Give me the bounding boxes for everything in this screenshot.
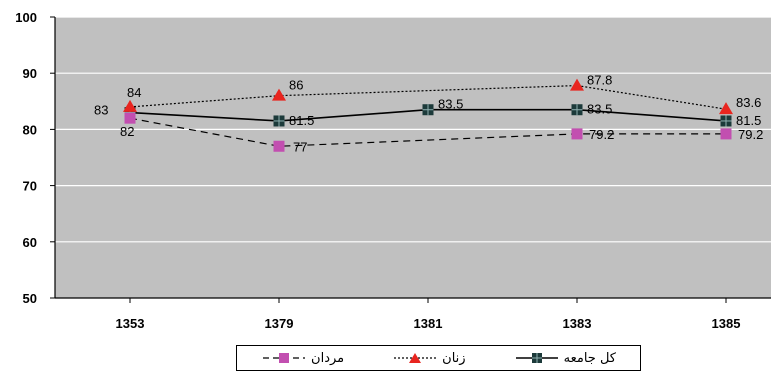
y-tick-label: 80	[23, 122, 37, 137]
x-tick-label: 1379	[265, 316, 294, 331]
y-axis-ticks: 50 60 70 80 90 100	[15, 10, 55, 306]
data-label: 81.5	[289, 113, 314, 128]
legend-item-men: مردان	[261, 351, 344, 366]
series-line-2	[129, 117, 726, 147]
legend-swatch-women	[392, 352, 438, 364]
data-label: 79.2	[738, 127, 763, 142]
data-label: 83.6	[736, 95, 761, 110]
x-tick-label: 1383	[563, 316, 592, 331]
data-label: 86	[289, 78, 303, 93]
y-tick-label: 50	[23, 291, 37, 306]
legend-item-total: کل جامعه	[514, 351, 616, 366]
data-label: 83.5	[438, 97, 463, 112]
data-labels: 83 81.5 83.5 83.5 81.5 84 86 87.8 83.6 82 77 79.2 79…	[94, 73, 763, 155]
legend: کل جامعه زنان مردان	[236, 345, 641, 371]
point-marker	[273, 140, 285, 152]
series-layer	[123, 78, 733, 152]
data-label: 79.2	[589, 127, 614, 142]
data-label: 81.5	[736, 113, 761, 128]
y-tick-label: 90	[23, 66, 37, 81]
legend-label-men: مردان	[311, 350, 345, 366]
legend-swatch-men	[261, 352, 307, 364]
point-marker	[571, 128, 583, 140]
y-tick-label: 100	[15, 10, 37, 25]
data-label: 82	[120, 124, 134, 139]
x-axis-ticks: 1353 1379 1381 1383 1385	[116, 298, 741, 331]
point-marker	[272, 88, 286, 101]
data-label: 84	[127, 85, 141, 100]
data-label: 77	[293, 139, 307, 154]
gridlines	[55, 16, 771, 243]
point-marker	[570, 78, 584, 91]
y-tick-label: 70	[23, 179, 37, 194]
legend-item-women: زنان	[392, 350, 466, 366]
axes	[54, 17, 771, 299]
x-tick-label: 1381	[414, 316, 443, 331]
x-tick-label: 1385	[712, 316, 741, 331]
point-marker	[124, 112, 136, 124]
data-label: 83	[94, 103, 108, 118]
legend-swatch-total	[514, 352, 560, 364]
y-tick-label: 60	[23, 235, 37, 250]
point-marker	[720, 128, 732, 140]
data-label: 83.5	[587, 102, 612, 117]
plot-area	[55, 17, 771, 298]
legend-label-total: کل جامعه	[563, 350, 616, 366]
data-label: 87.8	[587, 73, 612, 88]
point-marker	[719, 102, 733, 115]
legend-label-women: زنان	[442, 350, 466, 366]
x-tick-label: 1353	[116, 316, 145, 331]
point-marker	[123, 99, 137, 112]
